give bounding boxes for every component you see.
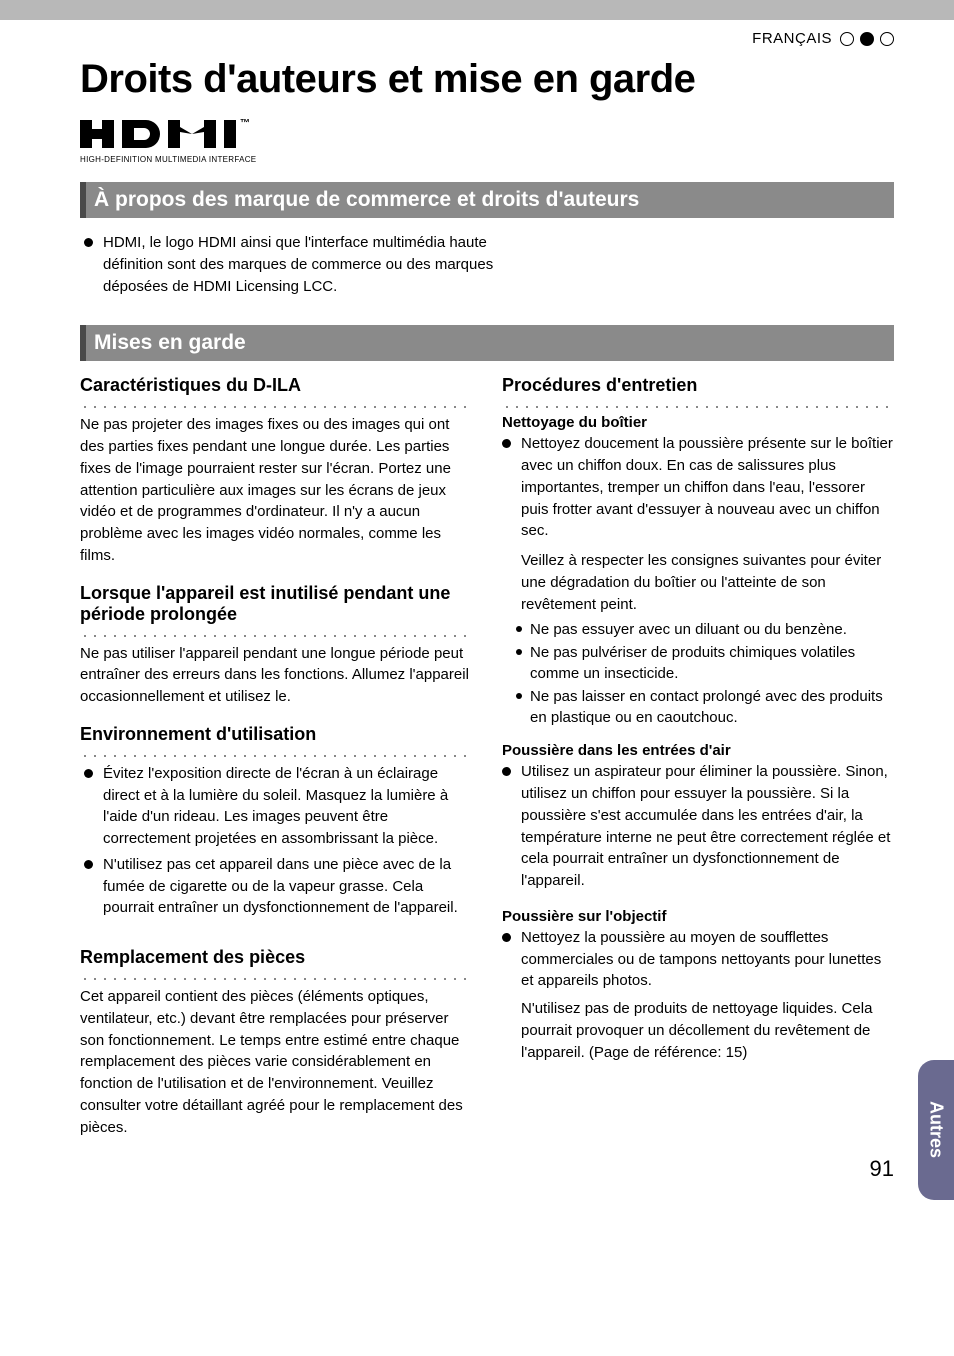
lang-circle-0 bbox=[840, 32, 854, 46]
trademark-bullets: HDMI, le logo HDMI ainsi que l'interface… bbox=[80, 232, 894, 301]
body-paragraph: Ne pas projeter des images fixes ou des … bbox=[80, 414, 472, 566]
sub-sub-heading: Nettoyage du boîtier bbox=[502, 414, 894, 431]
dotted-divider bbox=[80, 970, 472, 980]
left-column: Caractéristiques du D-ILA Ne pas projete… bbox=[80, 375, 472, 1154]
body-paragraph: Cet appareil contient des pièces (élémen… bbox=[80, 986, 472, 1138]
language-selector bbox=[840, 32, 894, 46]
bullet-item: Nettoyez doucement la poussière présente… bbox=[502, 433, 894, 546]
lang-circle-1 bbox=[860, 32, 874, 46]
sub-bullet-list: Ne pas essuyer avec un diluant ou du ben… bbox=[502, 619, 894, 730]
page-title: Droits d'auteurs et mise en garde bbox=[80, 57, 894, 102]
language-label: FRANÇAIS bbox=[752, 30, 832, 47]
section-heading-trademarks: À propos des marque de commerce et droit… bbox=[80, 182, 894, 218]
bullet-dot-icon bbox=[84, 860, 93, 869]
right-column: Procédures d'entretien Nettoyage du boît… bbox=[502, 375, 894, 1154]
bullet-item: Utilisez un aspirateur pour éliminer la … bbox=[502, 761, 894, 896]
dotted-divider bbox=[80, 398, 472, 408]
dotted-divider bbox=[80, 747, 472, 757]
env-bullets: Évitez l'exposition directe de l'écran à… bbox=[80, 763, 472, 923]
sub-bullet-text: Ne pas essuyer avec un diluant ou du ben… bbox=[530, 619, 847, 640]
bullet-text: Nettoyez la poussière au moyen de souffl… bbox=[521, 927, 894, 992]
sub-heading: Remplacement des pièces bbox=[80, 947, 472, 968]
sub-bullet-item: Ne pas pulvériser de produits chimiques … bbox=[502, 642, 894, 686]
bullet-text: N'utilisez pas cet appareil dans une piè… bbox=[103, 854, 472, 919]
bullet-text: Nettoyez doucement la poussière présente… bbox=[521, 433, 894, 542]
bullet-item: Évitez l'exposition directe de l'écran à… bbox=[80, 763, 472, 854]
bullet-item: N'utilisez pas cet appareil dans une piè… bbox=[80, 854, 472, 923]
two-column-layout: Caractéristiques du D-ILA Ne pas projete… bbox=[80, 375, 894, 1154]
bullet-dot-icon bbox=[502, 439, 511, 448]
sub-bullet-text: Ne pas pulvériser de produits chimiques … bbox=[530, 642, 894, 684]
hdmi-logo: ™ HIGH-DEFINITION MULTIMEDIA INTERFACE bbox=[80, 114, 894, 164]
sub-bullet-dot-icon bbox=[516, 626, 522, 632]
bullet-text: Utilisez un aspirateur pour éliminer la … bbox=[521, 761, 894, 892]
sub-heading: Caractéristiques du D-ILA bbox=[80, 375, 472, 396]
dotted-divider bbox=[502, 398, 894, 408]
hdmi-logo-svg: ™ bbox=[80, 114, 280, 154]
section-heading-warnings: Mises en garde bbox=[80, 325, 894, 361]
bullet-dot-icon bbox=[84, 769, 93, 778]
lang-circle-2 bbox=[880, 32, 894, 46]
header-row: FRANÇAIS bbox=[80, 20, 894, 53]
page-number: 91 bbox=[870, 1156, 894, 1182]
sub-heading: Environnement d'utilisation bbox=[80, 724, 472, 745]
bullet-dot-icon bbox=[502, 933, 511, 942]
sub-bullet-dot-icon bbox=[516, 693, 522, 699]
sub-heading: Procédures d'entretien bbox=[502, 375, 894, 396]
bullet-item: Nettoyez la poussière au moyen de souffl… bbox=[502, 927, 894, 996]
body-paragraph: N'utilisez pas de produits de nettoyage … bbox=[521, 998, 894, 1063]
sub-bullet-dot-icon bbox=[516, 649, 522, 655]
bullet-dot-icon bbox=[502, 767, 511, 776]
bullet-text: HDMI, le logo HDMI ainsi que l'interface… bbox=[103, 232, 543, 297]
dotted-divider bbox=[80, 627, 472, 637]
sub-heading: Lorsque l'appareil est inutilisé pendant… bbox=[80, 583, 472, 625]
sub-bullet-text: Ne pas laisser en contact prolongé avec … bbox=[530, 686, 894, 728]
sub-bullet-item: Ne pas laisser en contact prolongé avec … bbox=[502, 686, 894, 730]
body-paragraph: Veillez à respecter les consignes suivan… bbox=[521, 550, 894, 615]
side-tab-autres: Autres bbox=[918, 1060, 954, 1200]
sub-sub-heading: Poussière dans les entrées d'air bbox=[502, 742, 894, 759]
body-paragraph: Ne pas utiliser l'appareil pendant une l… bbox=[80, 643, 472, 708]
hdmi-tm: ™ bbox=[240, 118, 250, 129]
bullet-text: Évitez l'exposition directe de l'écran à… bbox=[103, 763, 472, 850]
hdmi-subtitle: HIGH-DEFINITION MULTIMEDIA INTERFACE bbox=[80, 155, 894, 164]
top-gray-bar bbox=[0, 0, 954, 20]
bullet-item: HDMI, le logo HDMI ainsi que l'interface… bbox=[80, 232, 894, 301]
bullet-dot-icon bbox=[84, 238, 93, 247]
sub-bullet-item: Ne pas essuyer avec un diluant ou du ben… bbox=[502, 619, 894, 642]
sub-sub-heading: Poussière sur l'objectif bbox=[502, 908, 894, 925]
